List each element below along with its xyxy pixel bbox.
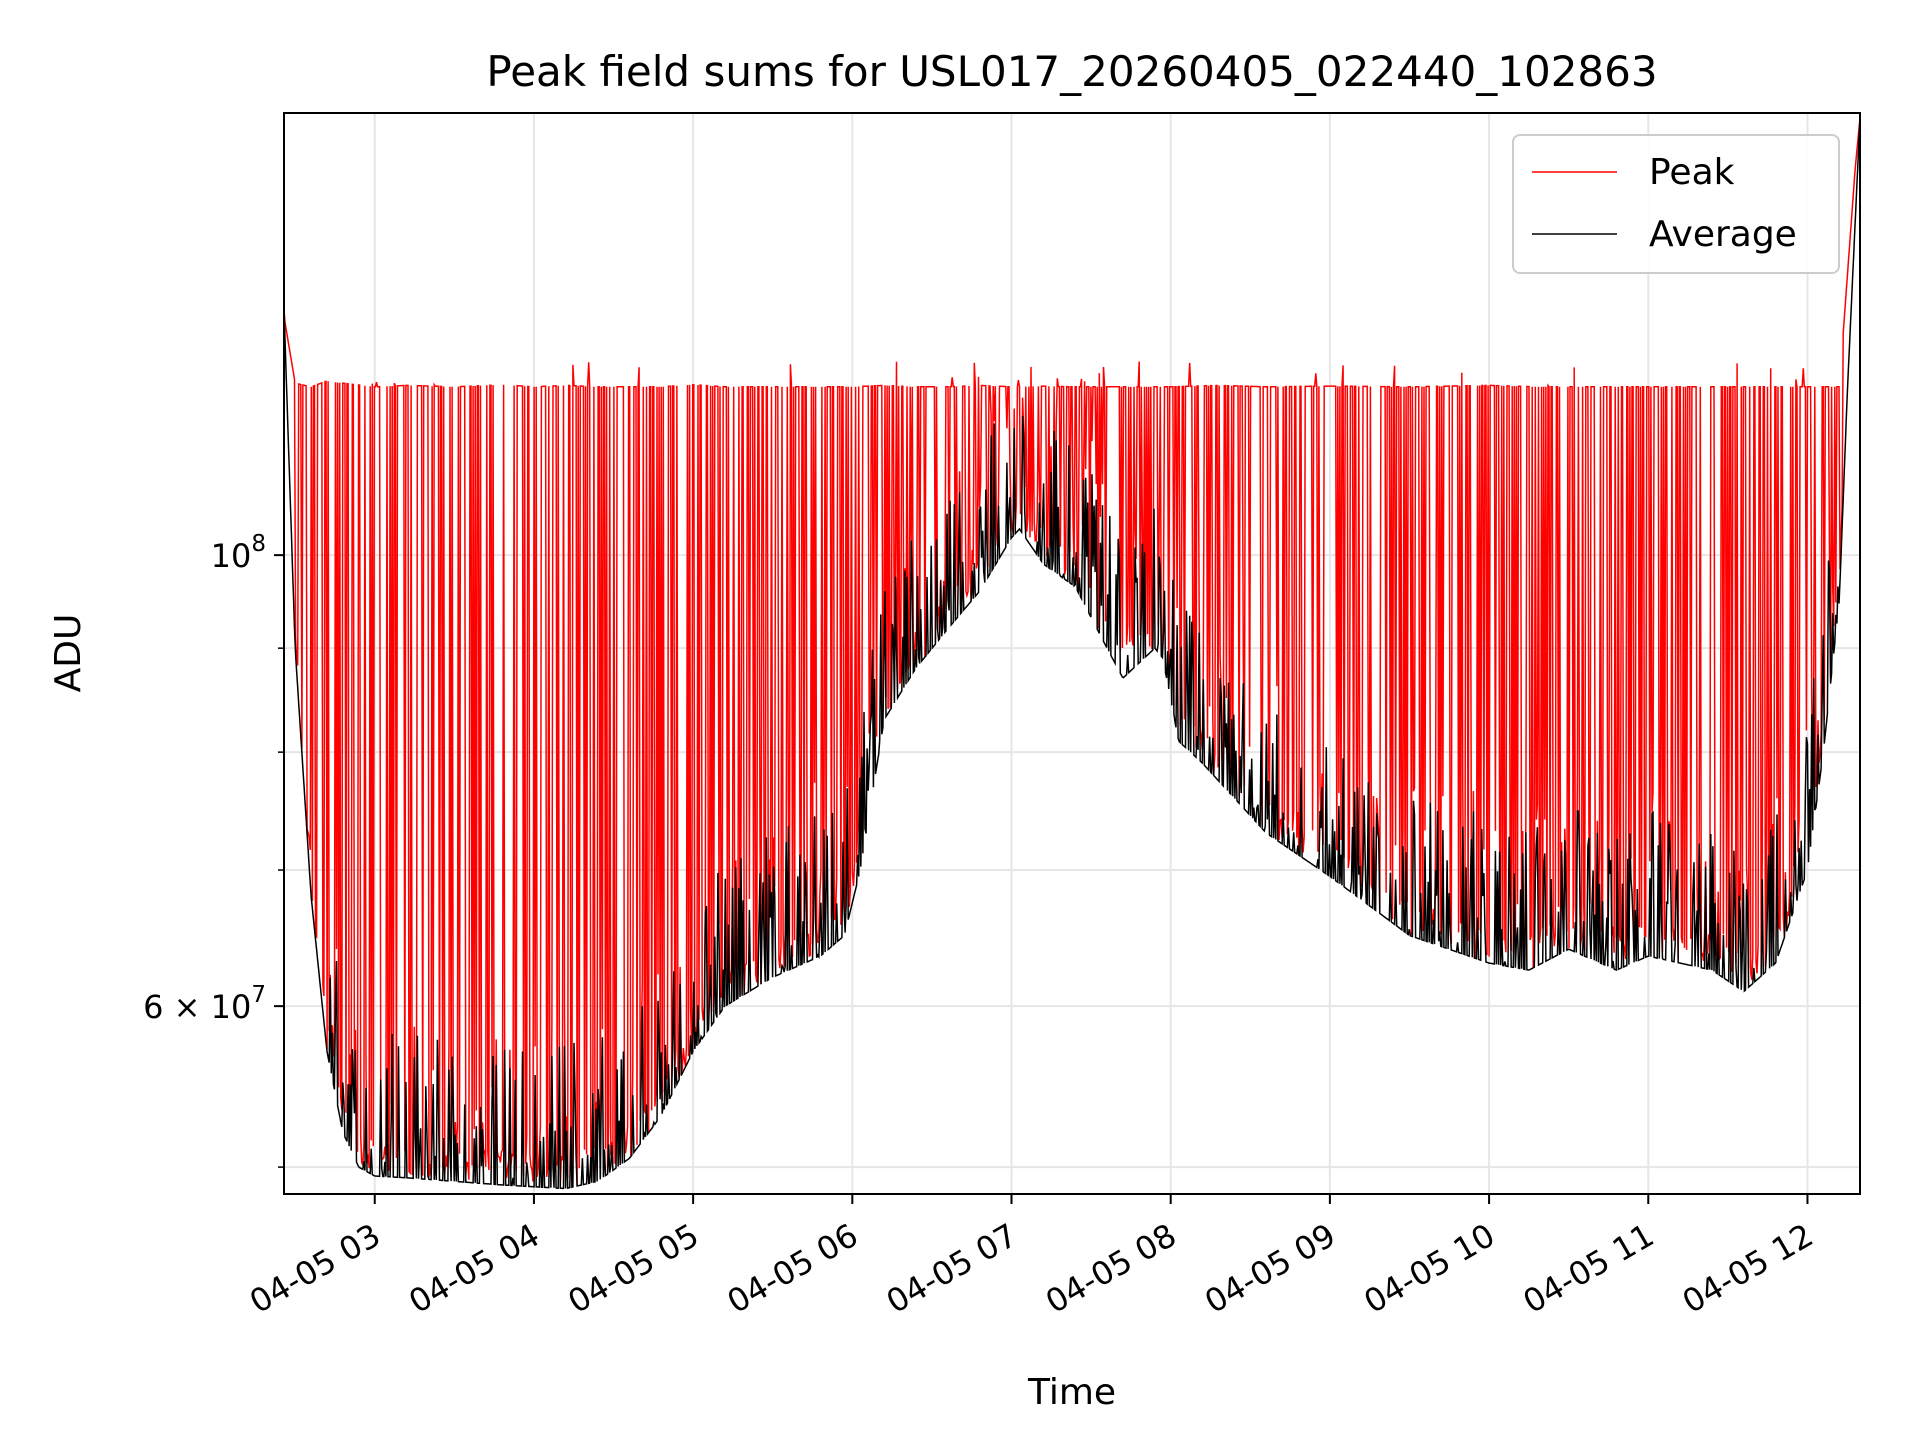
legend-box	[1512, 134, 1840, 274]
grid	[284, 113, 1860, 1194]
series-line-average	[284, 118, 1860, 1190]
y-tick-label: 108	[211, 531, 266, 575]
legend: Peak Average	[1512, 134, 1840, 274]
y-tick-label: 6 × 107	[143, 982, 266, 1026]
legend-label-average: Average	[1649, 214, 1797, 255]
series-line-peak	[284, 118, 1860, 1186]
legend-label-peak: Peak	[1649, 152, 1735, 193]
plot-series	[284, 118, 1860, 1190]
y-ticks: 6 × 107 108	[143, 531, 284, 1168]
y-axis-label: ADU	[48, 614, 89, 693]
axes-frame	[283, 112, 1861, 1195]
x-axis-label: Time	[1027, 1372, 1116, 1413]
chart-title: Peak field sums for USL017_20260405_0224…	[486, 47, 1657, 96]
